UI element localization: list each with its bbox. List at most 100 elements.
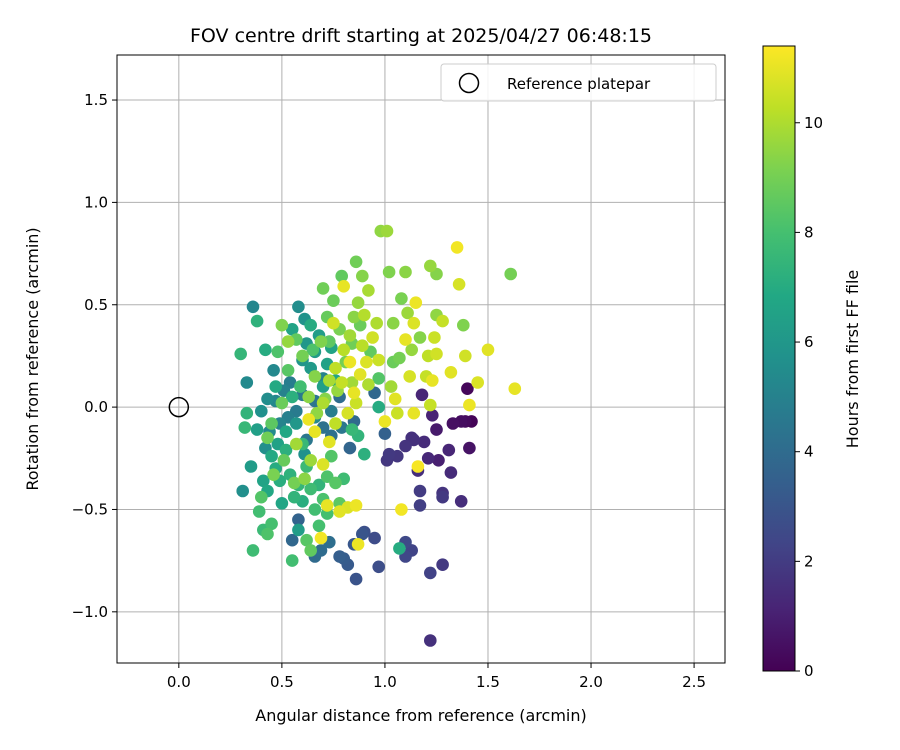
data-point (382, 447, 396, 461)
reference-marker-group (168, 396, 190, 418)
y-axis-label: Rotation from reference (arcmin) (23, 227, 42, 490)
data-point (304, 318, 318, 332)
data-point (323, 374, 336, 387)
data-point (296, 349, 309, 363)
data-point (424, 398, 437, 412)
data-point (325, 404, 338, 418)
data-point (353, 368, 367, 381)
data-point (351, 538, 365, 551)
data-point (279, 425, 293, 439)
data-point (356, 269, 369, 283)
data-point (399, 439, 412, 453)
y-tick-label: 0.5 (84, 296, 108, 314)
data-point (388, 392, 402, 406)
data-point (341, 406, 355, 420)
chart-title: FOV centre drift starting at 2025/04/27 … (190, 25, 652, 47)
data-point (457, 318, 470, 332)
data-point (261, 527, 274, 541)
data-point (345, 376, 359, 389)
data-point (372, 353, 386, 367)
data-point (399, 265, 412, 279)
data-point (292, 523, 305, 537)
data-point (461, 382, 474, 396)
x-tick-label: 1.5 (476, 673, 500, 691)
data-point (275, 396, 289, 410)
data-point (267, 468, 280, 482)
data-point (407, 316, 421, 330)
data-point (314, 335, 328, 348)
data-point (459, 349, 472, 363)
data-point (358, 447, 371, 461)
data-point (362, 284, 375, 297)
data-point (430, 347, 443, 361)
data-point (308, 425, 322, 439)
reference-platepar-marker (168, 396, 190, 418)
data-point (450, 241, 464, 254)
legend: Reference platepar (440, 63, 717, 102)
y-tick-label: −0.5 (72, 500, 108, 518)
colorbar-tick-label: 6 (804, 333, 814, 351)
data-point (316, 458, 330, 471)
data-point (358, 308, 371, 322)
colorbar-label: Hours from first FF file (843, 270, 862, 449)
data-point (463, 441, 476, 455)
data-point (391, 406, 404, 420)
data-point (234, 347, 247, 361)
colorbar-gradient (762, 45, 796, 672)
data-point (240, 406, 254, 420)
colorbar-tick-label: 10 (804, 114, 823, 132)
data-point (281, 364, 295, 377)
data-point (259, 343, 272, 357)
data-point (360, 355, 373, 369)
data-point (250, 423, 264, 436)
data-point (393, 351, 406, 365)
legend-entry-label: Reference platepar (507, 75, 651, 93)
plot-frame (116, 54, 726, 664)
x-axis-label: Angular distance from reference (arcmin) (255, 706, 586, 725)
data-point (343, 329, 357, 342)
data-point (281, 335, 295, 348)
data-point (329, 476, 342, 490)
data-point (426, 374, 439, 387)
data-point (333, 505, 346, 518)
data-point (481, 343, 495, 357)
data-point (254, 490, 268, 504)
data-point (244, 460, 258, 473)
data-point (395, 292, 408, 305)
data-point (428, 331, 441, 344)
data-point (454, 495, 468, 508)
data-point (271, 345, 285, 359)
legend-box (440, 63, 717, 102)
data-point (349, 572, 363, 586)
data-point (279, 443, 293, 457)
data-point (304, 544, 318, 557)
data-point (314, 531, 328, 545)
data-point (347, 386, 361, 400)
data-point (304, 482, 318, 496)
colorbar-tick-label: 4 (804, 443, 814, 461)
data-point (378, 427, 392, 441)
data-point (349, 255, 363, 269)
data-point (252, 505, 266, 518)
data-point (277, 454, 291, 467)
data-point (325, 449, 338, 463)
x-tick-label: 0.0 (167, 673, 191, 691)
data-point (300, 533, 313, 547)
data-point (403, 370, 417, 383)
data-point (246, 300, 260, 314)
data-point (337, 280, 351, 293)
data-point (417, 435, 431, 449)
data-point (314, 544, 328, 557)
data-point (275, 497, 289, 510)
data-point (426, 409, 439, 422)
data-point (257, 474, 270, 488)
data-point (436, 314, 449, 328)
data-point (356, 339, 369, 353)
data-point (290, 417, 303, 430)
data-point (401, 306, 414, 320)
data-point (275, 318, 289, 332)
plot-area (117, 55, 725, 663)
data-point (265, 449, 278, 463)
grid-lines (117, 55, 725, 663)
data-point (405, 343, 419, 357)
